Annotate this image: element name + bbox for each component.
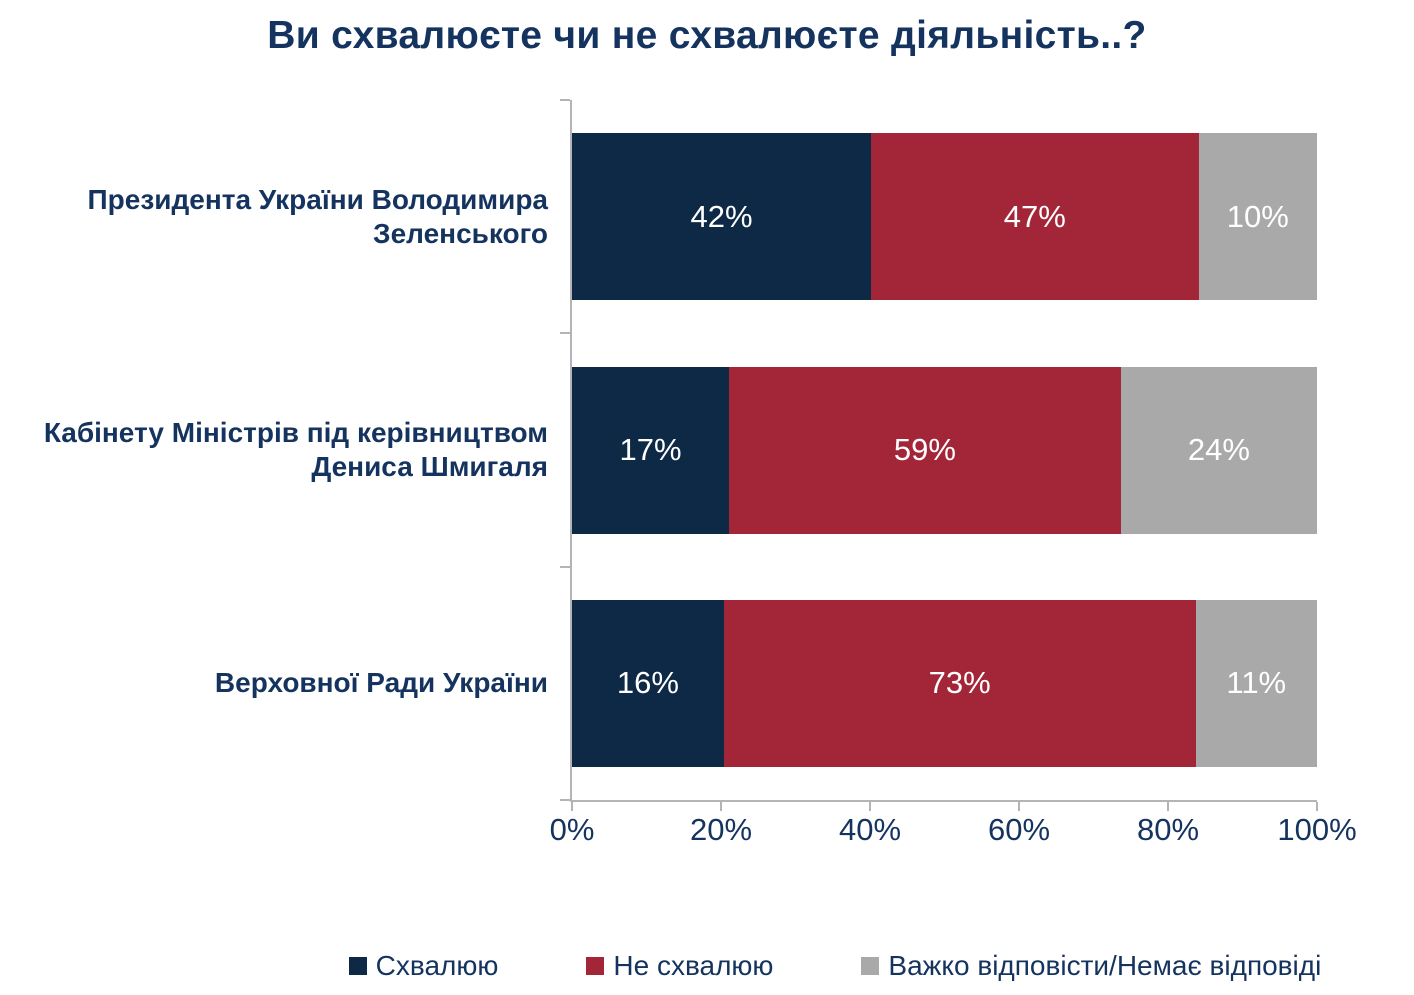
category-axis-tick [560,332,570,335]
bar-segment: 24% [1120,366,1317,534]
bar-value-label: 24% [1187,432,1250,467]
legend-swatch-icon [861,957,880,975]
bar-value-label: 73% [928,665,991,701]
bar-segment: 16% [572,599,724,767]
bar-value-label: 11% [1226,665,1287,701]
legend-label: Не схвалюю [613,950,774,981]
value-axis-tick [1018,802,1020,811]
legend: Схвалюю Не схвалюю Важко відповісти/Немає … [0,950,1414,982]
bar-segment: 73% [723,599,1196,767]
category-label: Президента України Володимира Зеленськог… [87,183,548,249]
bar-row: 17% 59% 24% [572,366,1317,534]
bar-value-label: 10% [1226,198,1289,234]
bar-row: 42% 47% 10% [572,133,1317,301]
value-axis-line [570,800,1317,802]
legend-item: Важко відповісти/Немає відповіді [861,950,1321,982]
bar-value-label: 16% [616,665,679,701]
legend-item: Не схвалюю [586,950,773,982]
bar-value-label: 42% [690,198,753,234]
value-axis-tick-label: 100% [1277,812,1357,847]
bar-row: 16% 73% 11% [572,599,1317,767]
value-axis-tick-label: 60% [987,812,1051,847]
value-axis-tick [720,802,722,811]
value-axis-tick-label: 80% [1136,812,1200,847]
chart-title: Ви схвалюєте чи не схвалюєте діяльність.… [267,14,1147,57]
value-axis-tick-label: 40% [838,812,902,847]
value-axis-tick-label: 0% [549,812,595,847]
bar-segment: 42% [572,133,872,301]
bar-segment: 17% [572,366,730,534]
category-axis-line [570,100,572,800]
value-axis-tick [571,802,573,811]
category-label: Верховної Ради України [214,667,548,699]
category-label: Кабінету Міністрів під керівництвом Дени… [43,416,548,482]
bar-segment: 10% [1198,133,1317,301]
legend-label: Схвалюю [375,950,499,981]
bar-value-label: 47% [1003,198,1066,234]
bar-value-label: 59% [893,432,956,467]
value-axis-tick [1167,802,1169,811]
bar-segment: 11% [1195,599,1317,767]
value-axis-tick-label: 20% [689,812,753,847]
plot-area: 42% 47% 10% 17% 59% 24% 16% 73% 11% 0% 20% 40% 60% 8… [550,99,1357,847]
legend-label: Важко відповісти/Немає відповіді [888,950,1322,981]
value-axis-tick [869,802,871,811]
bar-segment: 47% [871,133,1199,301]
bar-segment: 59% [729,366,1121,534]
legend-swatch-icon [348,957,367,975]
category-axis-tick [560,99,570,101]
value-axis-tick [1316,802,1318,811]
category-axis-tick [560,799,570,801]
legend-swatch-icon [586,957,605,975]
category-axis-tick [560,565,570,568]
legend-item: Схвалюю [348,950,499,982]
bar-value-label: 17% [619,432,682,467]
